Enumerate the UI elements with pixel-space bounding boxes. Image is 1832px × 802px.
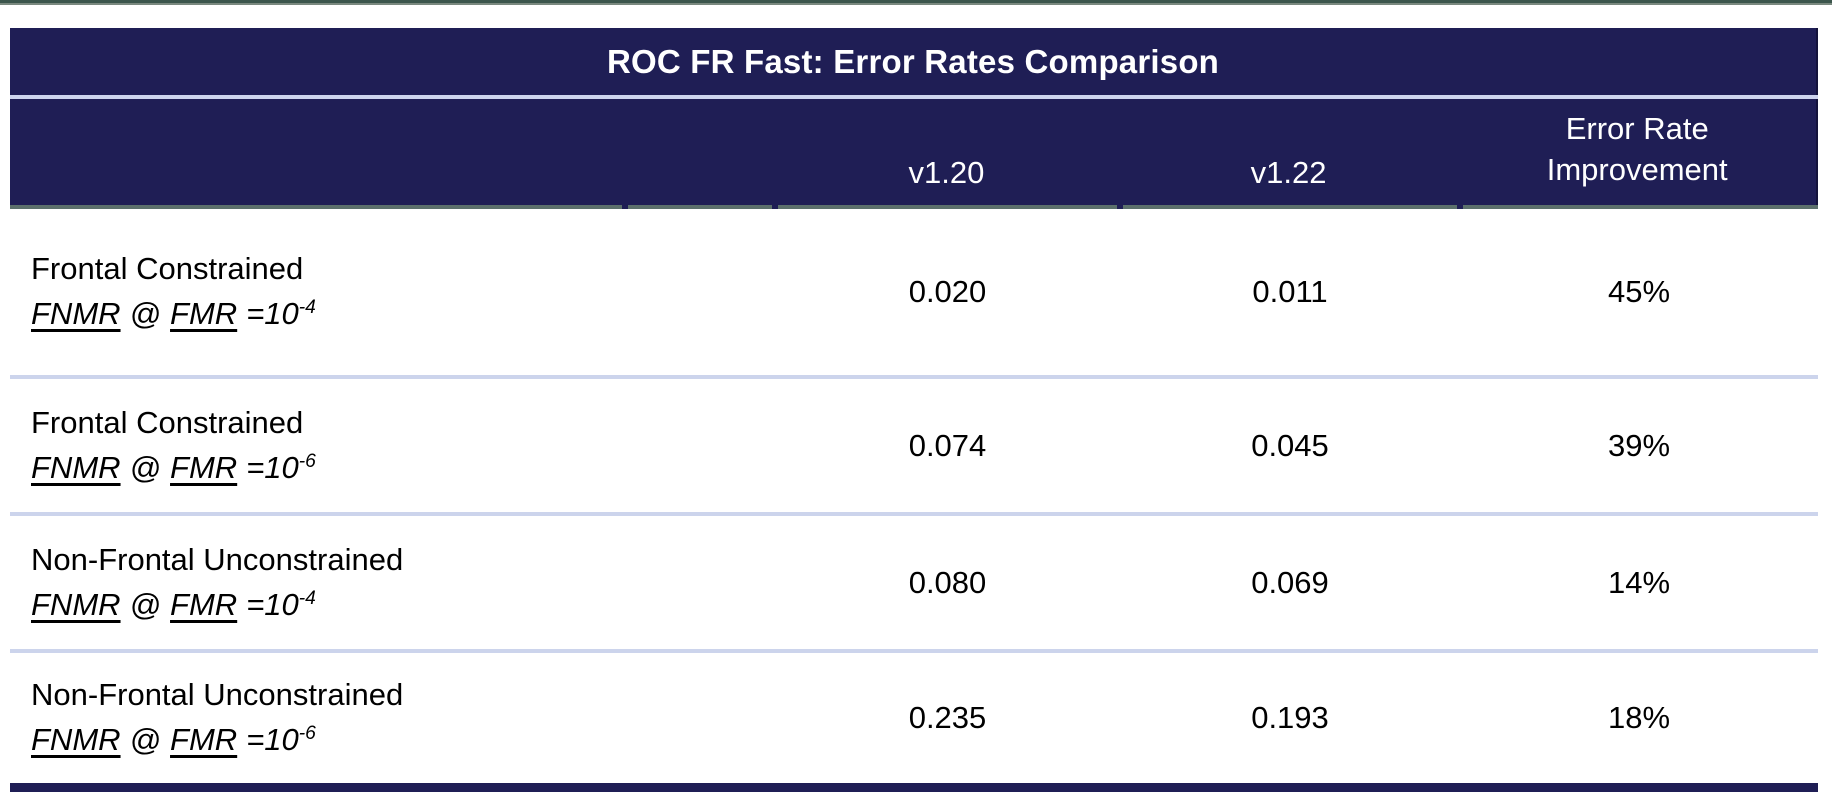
table-bottom-border: [10, 783, 1818, 792]
header-cell-v120: v1.20: [908, 155, 985, 190]
row-label-cell: Frontal Constrained FNMR @ FMR =10-6: [10, 401, 775, 491]
row-metric: FNMR @ FMR =10-4: [31, 583, 775, 628]
cell-v120: 0.080: [908, 564, 987, 600]
at-symbol: @: [129, 449, 162, 485]
cell-improvement: 39%: [1607, 427, 1671, 463]
table-row: Non-Frontal Unconstrained FNMR @ FMR =10-6 …: [10, 653, 1818, 783]
row-divider: [10, 512, 1818, 516]
fnmr-term: FNMR: [31, 296, 121, 331]
table-header-row: v1.20 v1.22 Error Rate Improvement: [10, 99, 1818, 205]
fmr-term: FMR: [170, 586, 238, 622]
fnmr-term: FNMR: [31, 586, 121, 622]
equals-base: =10: [246, 449, 299, 485]
cell-v120: 0.020: [908, 274, 987, 309]
at-symbol: @: [129, 296, 162, 331]
row-condition: Non-Frontal Unconstrained: [31, 677, 404, 713]
table-row: Frontal Constrained FNMR @ FMR =10-4 0.020 …: [10, 209, 1818, 375]
row-metric: FNMR @ FMR =10-4: [31, 292, 775, 337]
header-bottom-border: [10, 205, 1818, 209]
cell-v122: 0.193: [1251, 700, 1329, 735]
cell-v120: 0.235: [908, 700, 987, 735]
at-symbol: @: [129, 586, 162, 622]
fmr-term: FMR: [170, 722, 238, 757]
header-cell-improvement: Error Rate Improvement: [1458, 109, 1816, 205]
table-title: ROC FR Fast: Error Rates Comparison: [606, 42, 1220, 80]
row-condition: Frontal Constrained: [31, 251, 304, 287]
fnmr-term: FNMR: [31, 449, 121, 485]
cell-v122: 0.069: [1251, 564, 1329, 600]
equals-base: =10: [246, 722, 299, 757]
title-separator: [10, 95, 1818, 99]
at-symbol: @: [129, 722, 162, 757]
column-notch: [1117, 205, 1123, 209]
row-divider: [10, 649, 1818, 653]
exponent: -6: [298, 450, 316, 472]
row-label-cell: Non-Frontal Unconstrained FNMR @ FMR =10-4: [10, 538, 775, 628]
row-metric: FNMR @ FMR =10-6: [31, 718, 775, 763]
row-label-cell: Frontal Constrained FNMR @ FMR =10-4: [10, 247, 775, 337]
column-notch: [772, 205, 778, 209]
cell-v122: 0.045: [1251, 427, 1329, 463]
fnmr-term: FNMR: [31, 722, 121, 757]
cell-v120: 0.074: [908, 427, 987, 463]
fmr-term: FMR: [170, 296, 238, 331]
cell-improvement: 18%: [1607, 700, 1671, 735]
column-notch: [1457, 205, 1463, 209]
error-rates-table: ROC FR Fast: Error Rates Comparison v1.2…: [10, 28, 1818, 792]
exponent: -6: [298, 723, 316, 745]
header-cell-empty: [10, 191, 774, 205]
table-title-band: ROC FR Fast: Error Rates Comparison: [10, 28, 1818, 95]
exponent: -4: [298, 587, 316, 609]
header-improvement-label: Error Rate Improvement: [1546, 111, 1728, 188]
top-edge-line: [0, 0, 1832, 5]
cell-improvement: 45%: [1607, 274, 1671, 309]
table-row: Frontal Constrained FNMR @ FMR =10-6 0.074 …: [10, 379, 1818, 512]
header-cell-v122: v1.22: [1250, 155, 1327, 190]
cell-v122: 0.011: [1252, 274, 1328, 309]
row-condition: Non-Frontal Unconstrained: [31, 541, 404, 577]
fmr-term: FMR: [170, 449, 238, 485]
row-label-cell: Non-Frontal Unconstrained FNMR @ FMR =10-6: [10, 673, 775, 763]
equals-base: =10: [246, 586, 299, 622]
row-metric: FNMR @ FMR =10-6: [31, 446, 775, 491]
cell-improvement: 14%: [1607, 564, 1671, 600]
exponent: -4: [298, 297, 316, 319]
equals-base: =10: [246, 296, 299, 331]
table-row: Non-Frontal Unconstrained FNMR @ FMR =10-4 …: [10, 516, 1818, 649]
row-condition: Frontal Constrained: [31, 404, 304, 440]
column-notch: [622, 205, 628, 209]
row-divider: [10, 375, 1818, 379]
